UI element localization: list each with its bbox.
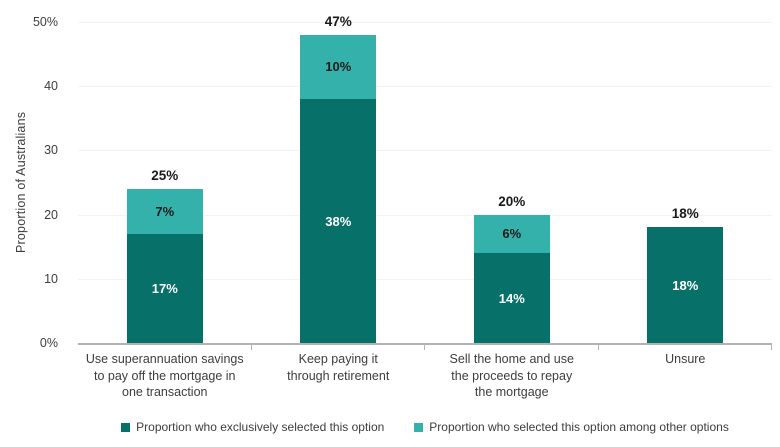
y-axis-tick-label: 40 [44,79,58,94]
legend-label-among: Proportion who selected this option amon… [429,420,729,434]
y-axis-tick-label: 50% [32,15,58,29]
bar-segment-exclusive-label: 38% [325,213,352,229]
legend-swatch-exclusive-icon [121,422,131,432]
y-axis-tick-label: 0% [39,336,58,350]
legend-swatch-among-icon [414,422,424,432]
bar-segment-exclusive-label: 14% [498,290,525,306]
category-column-3: 20% 6% 14% [425,22,599,343]
bar-segment-among: 6% [473,214,550,254]
bar-total-label: 47% [324,13,352,29]
bar-segment-exclusive: 17% [126,233,203,343]
bar-total-label: 18% [671,206,699,222]
bar-unsure: 18% 18% [647,206,724,343]
bar-superannuation: 25% 7% 17% [126,168,203,343]
bar-segment-exclusive-label: 17% [151,280,178,296]
category-column-1: 25% 7% 17% [78,22,252,343]
x-axis-label-unsure: Unsure [665,352,706,366]
x-axis-labels: Use superannuation savings to pay off th… [78,351,772,401]
gridline [78,150,772,152]
y-axis-title: Proportion of Australians [14,111,28,254]
y-axis-tick-label: 30 [44,143,58,158]
legend-item-exclusive: Proportion who exclusively selected this… [121,420,384,434]
category-column-2: 47% 10% 38% [252,14,426,343]
bar-segment-among: 10% [300,34,377,100]
x-axis-label-sell-home: Sell the home and use the proceeds to re… [449,352,574,399]
bar-total-label: 25% [151,167,179,183]
bar-segment-exclusive-label: 18% [672,277,699,293]
bar-segment-among: 7% [126,188,203,234]
bar-segment-exclusive: 38% [300,99,377,343]
x-axis-tick [424,345,425,350]
legend-item-among: Proportion who selected this option amon… [414,420,729,434]
y-axis-tick-label: 20 [44,207,58,222]
category-columns: 25% 7% 17% 47% 10% 38% 20% 6% 14% [78,14,773,343]
gridline [78,278,772,280]
x-axis-tick [771,345,772,350]
bar-keep-paying: 47% 10% 38% [300,14,377,343]
plot-area: 25% 7% 17% 47% 10% 38% 20% 6% 14% [78,14,773,345]
legend-label-exclusive: Proportion who exclusively selected this… [136,420,385,434]
bar-segment-among-label: 7% [155,203,175,219]
x-axis-tick [250,345,252,350]
bar-segment-among-label: 10% [325,59,352,75]
bar-segment-exclusive: 18% [647,227,724,343]
bar-total-label: 20% [498,193,526,209]
legend: Proportion who exclusively selected this… [78,420,772,434]
bar-segment-among-label: 6% [502,226,522,242]
x-axis-label-superannuation: Use superannuation savings to pay off th… [85,352,244,399]
x-axis-label-keep-paying: Keep paying it through retirement [287,352,390,383]
gridline [78,86,772,88]
gridline [78,22,772,23]
y-axis-tick-label: 10 [44,271,58,286]
bar-sell-home: 20% 6% 14% [473,194,550,343]
gridline [78,214,772,216]
bar-segment-exclusive: 14% [473,253,550,343]
category-column-4: 18% 18% [599,22,773,343]
x-axis-tick [597,345,599,350]
